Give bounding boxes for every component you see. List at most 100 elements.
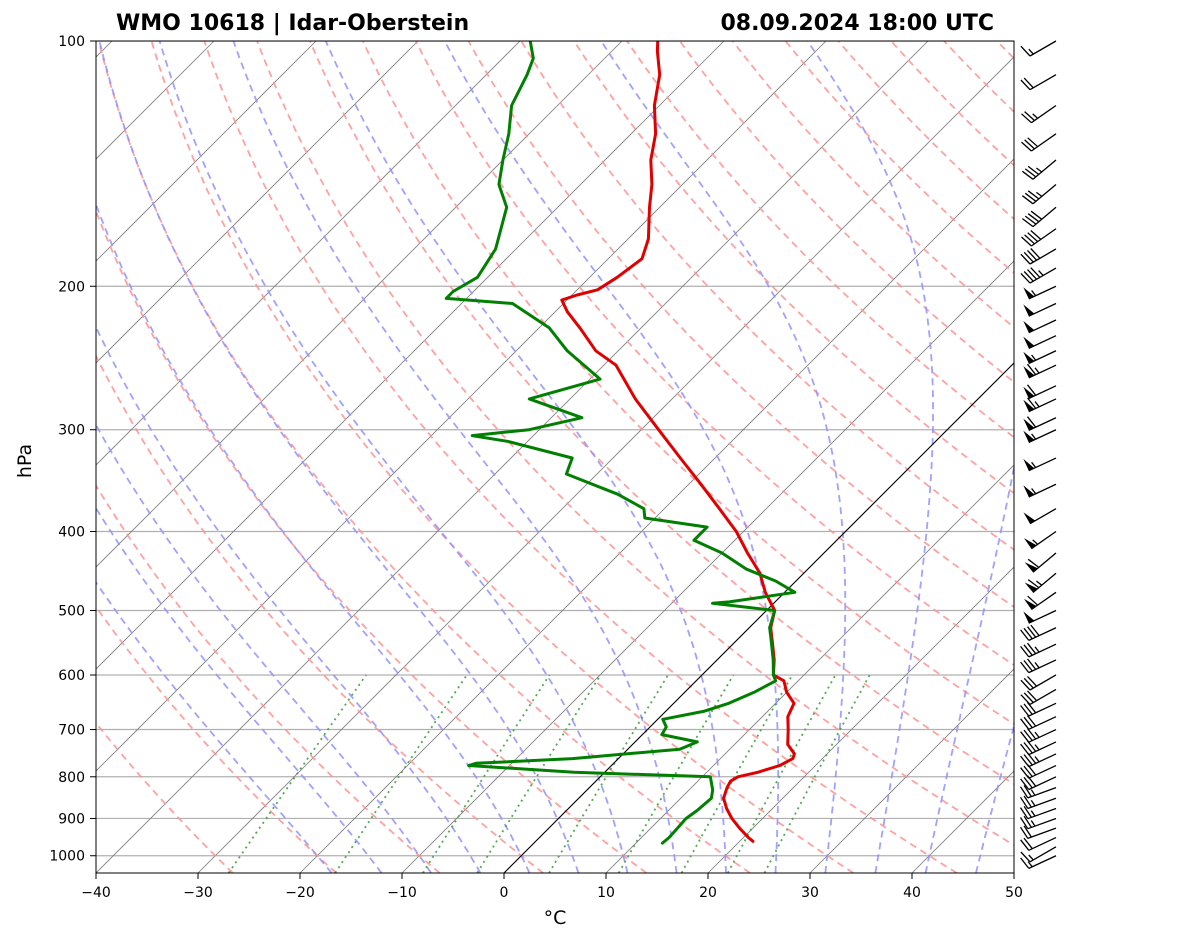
- mixing-ratio-line: [548, 674, 669, 873]
- x-tick-label: 20: [699, 885, 717, 901]
- wind-barb: [1023, 483, 1057, 498]
- isotherm-line: [96, 41, 419, 364]
- wind-barb: [1024, 591, 1057, 611]
- chart-title-right: 08.09.2024 18:00 UTC: [720, 11, 994, 36]
- wind-barb: [1022, 183, 1057, 205]
- isotherm-line: [605, 464, 1014, 873]
- wind-barb: [1019, 795, 1057, 810]
- moist-adiabat-line: [98, 41, 580, 873]
- wind-barb: [1023, 302, 1057, 317]
- wind-barbs: [1019, 40, 1057, 869]
- dry-adiabat-line: [96, 483, 441, 873]
- zero-isotherm-line: [503, 362, 1014, 873]
- mixing-ratio-line: [763, 674, 871, 873]
- dry-adiabat-line: [520, 41, 1014, 551]
- mixing-ratio-line: [227, 674, 367, 873]
- dry-adiabat-line: [626, 41, 1014, 439]
- wind-barb: [1020, 642, 1057, 658]
- y-tick-label: 200: [58, 279, 85, 295]
- moist-adiabat-line: [96, 580, 333, 873]
- wind-barb: [1020, 846, 1057, 863]
- dry-adiabat-line: [361, 41, 1014, 726]
- wind-barb: [1020, 688, 1057, 705]
- wind-barb: [1020, 715, 1057, 730]
- wind-barb: [1023, 397, 1057, 413]
- wind-barb: [1020, 248, 1057, 265]
- x-tick-label: −10: [387, 885, 417, 901]
- moist-adiabat-line: [443, 41, 780, 873]
- dry-adiabat-line: [96, 605, 337, 873]
- dry-adiabat-line: [150, 41, 854, 873]
- isotherm-line: [96, 41, 929, 873]
- chart-title-left: WMO 10618 | Idar-Oberstein: [116, 11, 469, 36]
- wind-barb: [1023, 350, 1057, 365]
- moist-adiabat-line: [158, 41, 629, 873]
- moist-adiabat-line: [924, 462, 1014, 873]
- wind-barb: [1020, 855, 1057, 869]
- dry-adiabat-line: [96, 354, 544, 873]
- x-tick-label: −30: [183, 885, 213, 901]
- dry-adiabat-line: [203, 41, 958, 873]
- wind-barb: [1023, 335, 1057, 349]
- y-tick-label: 600: [58, 668, 85, 684]
- dry-adiabat-line: [256, 41, 1014, 847]
- wind-barb: [1019, 825, 1057, 840]
- isotherm-line: [401, 260, 1014, 873]
- wind-barb: [1021, 104, 1057, 124]
- mixing-ratio-line: [727, 674, 837, 873]
- wind-barb: [1022, 159, 1057, 180]
- wind-barb: [1023, 429, 1057, 443]
- wind-barb: [1020, 40, 1057, 57]
- wind-barb: [1023, 609, 1057, 624]
- isotherm-line: [809, 668, 1014, 873]
- isotherm-line: [96, 41, 623, 568]
- y-tick-label: 1000: [49, 849, 85, 865]
- x-axis-ticks: −40 −30 −20 −10 0 10 20 30 40 50: [81, 873, 1023, 901]
- wind-barb: [1020, 836, 1057, 851]
- dry-adiabat-line: [96, 208, 648, 873]
- moist-adiabat-line: [324, 41, 727, 873]
- wind-barb: [1024, 530, 1057, 550]
- wind-barb: [1020, 674, 1057, 691]
- data-layer: [444, 41, 797, 845]
- y-tick-label: 800: [58, 770, 85, 786]
- isotherm-line: [96, 41, 725, 670]
- moist-adiabat-line: [806, 41, 934, 873]
- y-axis-label: hPa: [14, 444, 36, 478]
- x-tick-label: 0: [500, 885, 509, 901]
- x-tick-label: 50: [1005, 885, 1023, 901]
- mixing-ratio-line: [422, 674, 551, 873]
- wind-barb: [1023, 508, 1057, 525]
- wind-barb: [1023, 384, 1057, 400]
- wind-barb: [1019, 785, 1057, 799]
- wind-barb: [1020, 74, 1057, 91]
- moist-adiabat-line: [96, 202, 531, 873]
- y-tick-label: 300: [58, 423, 85, 439]
- wind-barb: [1023, 457, 1057, 472]
- y-tick-label: 900: [58, 811, 85, 827]
- wind-barb: [1024, 572, 1057, 593]
- isotherm-line: [96, 41, 317, 262]
- mixing-ratio-line: [476, 674, 602, 873]
- wind-barb: [1023, 319, 1057, 334]
- x-axis-label: °C: [544, 907, 567, 929]
- isotherm-line: [197, 56, 1014, 873]
- dry-adiabat-line: [679, 41, 1014, 384]
- wind-barb: [1019, 815, 1057, 830]
- y-tick-label: 500: [58, 603, 85, 619]
- x-tick-label: −40: [81, 885, 111, 901]
- wind-barb: [1021, 228, 1057, 247]
- dry-adiabat-line: [414, 41, 1014, 667]
- isotherm-line: [299, 158, 1014, 873]
- y-tick-label: 700: [58, 723, 85, 739]
- wind-barb: [1022, 206, 1057, 228]
- wind-barb: [1023, 285, 1057, 300]
- x-tick-label: 10: [597, 885, 615, 901]
- y-axis-ticks: 100 200 300 400 500 600 700 800 900 1000: [49, 34, 96, 865]
- x-tick-label: −20: [285, 885, 315, 901]
- x-tick-label: 30: [801, 885, 819, 901]
- plot-frame: [95, 40, 1015, 874]
- isotherm-line: [96, 41, 521, 466]
- x-tick-label: 40: [903, 885, 921, 901]
